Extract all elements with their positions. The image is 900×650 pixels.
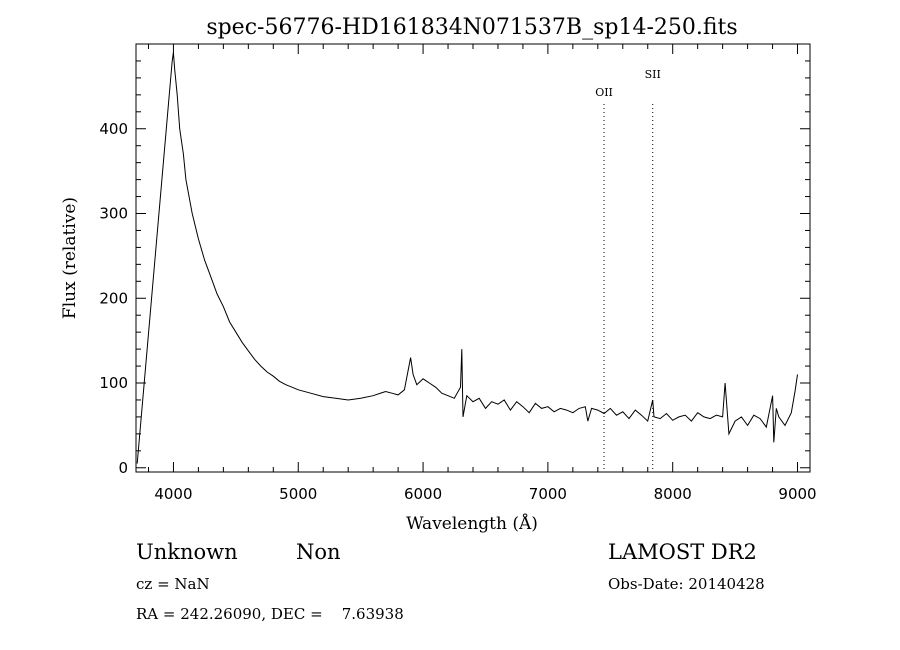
survey-label: LAMOST DR2 — [608, 540, 757, 564]
spectral-line-label: SII — [645, 68, 661, 81]
y-axis-label: Flux (relative) — [60, 197, 80, 319]
plot-frame — [135, 43, 811, 473]
obs-date-label: Obs-Date: 20140428 — [608, 575, 765, 593]
x-tick-label: 6000 — [404, 485, 442, 503]
y-tick-label: 200 — [99, 289, 128, 307]
subclass-label: Non — [296, 540, 341, 564]
x-tick-label: 7000 — [529, 485, 567, 503]
x-tick-label: 4000 — [154, 485, 192, 503]
y-tick-label: 0 — [118, 459, 128, 477]
y-tick-label: 100 — [99, 374, 128, 392]
spectral-lines: OII SII — [595, 68, 661, 472]
chart-title: spec-56776-HD161834N071537B_sp14-250.fit… — [206, 15, 737, 40]
x-tick-label: 8000 — [654, 485, 692, 503]
y-tick-label: 300 — [99, 205, 128, 223]
spectral-line-label: OII — [595, 86, 613, 99]
axes: 4000 5000 6000 7000 8000 9000 0 100 200 300 400 — [99, 44, 817, 503]
class-label: Unknown — [136, 540, 238, 564]
ra-dec-label: RA = 242.26090, DEC = 7.63938 — [136, 605, 404, 623]
x-axis-label: Wavelength (Å) — [406, 513, 538, 534]
x-tick-label: 9000 — [778, 485, 816, 503]
x-tick-label: 5000 — [279, 485, 317, 503]
flux-series-line — [136, 52, 798, 464]
y-tick-label: 400 — [99, 120, 128, 138]
cz-label: cz = NaN — [136, 575, 210, 593]
